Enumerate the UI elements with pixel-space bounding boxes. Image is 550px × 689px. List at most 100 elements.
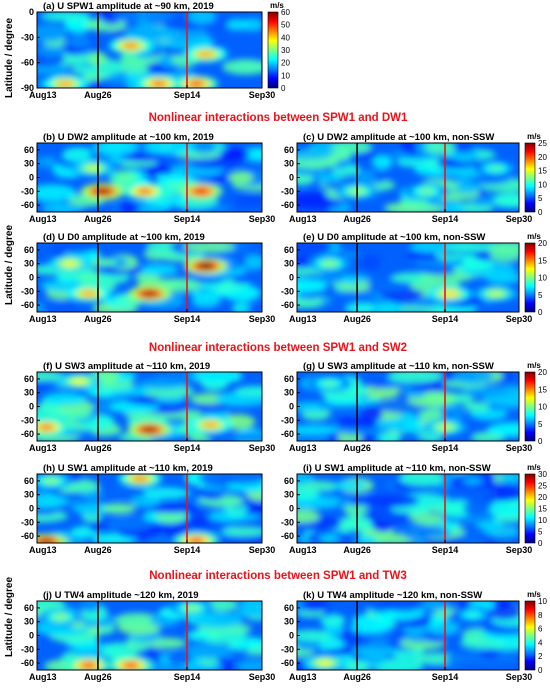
x-tick-a-1: Aug26 (84, 90, 112, 100)
heatmap-cell (37, 23, 68, 43)
y-tick-b-0: -60 (21, 200, 34, 210)
feature-core-j-0 (80, 661, 97, 669)
heatmap-cell (187, 12, 216, 24)
section-titles: Nonlinear interactions between SPW1 and … (149, 112, 408, 582)
x-tick-f-1: Aug26 (84, 443, 112, 453)
y-tick-g-4: 60 (284, 374, 294, 384)
feature-core-e-1 (321, 260, 338, 268)
y-tick-k-4: 60 (284, 603, 294, 613)
heatmap-cell (330, 143, 373, 154)
x-tick-j-2: Sep14 (174, 672, 201, 682)
panel-title-b: (b) U DW2 amplitude at ~100 km, 2019 (43, 132, 214, 143)
x-tick-i-1: Aug26 (343, 545, 371, 555)
x-tick-c-2: Sep14 (432, 214, 459, 224)
heatmap-cell (124, 24, 176, 42)
feature-core-k-1 (464, 611, 481, 619)
x-tick-f-0: Aug13 (29, 443, 57, 453)
y-tick-b-3: 30 (24, 159, 34, 169)
panel-title-d: (d) U D0 amplitude at ~100 km, 2019 (43, 232, 205, 243)
x-tick-h-0: Aug13 (29, 545, 57, 555)
y-tick-d-3: 30 (24, 259, 34, 269)
feature-core-e-2 (487, 290, 504, 298)
y-tick-i-0: -60 (281, 531, 294, 541)
feature-core-j-3 (52, 613, 69, 621)
y-tick-f-1: -30 (21, 415, 34, 425)
colorbar-tick-e-3: 15 (538, 256, 547, 265)
panel-title-f: (f) U SW3 amplitude at ~110 km, 2019 (43, 361, 210, 372)
feature-core-f-0 (141, 426, 158, 433)
y-tick-g-0: -60 (281, 429, 294, 439)
x-tick-d-2: Sep14 (174, 314, 201, 324)
feature-core-h-1 (188, 537, 205, 543)
heatmap-cell (144, 503, 198, 514)
feature-core-b-3 (85, 164, 102, 172)
feature-core-h-2 (132, 475, 149, 483)
heatmap-cell (378, 601, 425, 612)
y-tick-k-1: -30 (281, 644, 294, 654)
x-tick-a-0: Aug13 (29, 90, 57, 100)
feature-core-i-0 (321, 534, 338, 542)
y-tick-g-3: 30 (284, 388, 294, 398)
heatmap-cell (99, 487, 147, 499)
feature-core-f-3 (71, 377, 88, 385)
y-tick-i-1: -30 (281, 517, 294, 527)
heatmap-cell (333, 480, 368, 491)
colorbar-tick-k-3: 6 (538, 625, 543, 634)
x-tick-j-1: Aug26 (84, 672, 112, 682)
heatmap-cell (318, 401, 364, 412)
feature-core-d-0 (197, 262, 214, 270)
heatmap-cell (368, 378, 390, 389)
y-tick-h-2: 0 (29, 504, 34, 514)
heatmap-cell (226, 18, 250, 31)
y-tick-h-1: -30 (21, 517, 34, 527)
y-tick-b-1: -30 (21, 186, 34, 196)
panel-title-a: (a) U SPW1 amplitude at ~90 km, 2019 (43, 1, 214, 12)
panel-title-j: (j) U TW4 amplitude ~120 km, 2019 (43, 590, 198, 601)
x-tick-k-1: Aug26 (343, 672, 371, 682)
heatmap-cell (118, 202, 140, 212)
x-tick-g-0: Aug13 (289, 443, 317, 453)
feature-core-d-1 (141, 290, 158, 298)
heatmap-cell (319, 614, 346, 627)
heatmap-cell (222, 526, 262, 537)
colorbar-tick-k-5: 10 (538, 597, 547, 606)
heatmap-cell (222, 59, 262, 75)
x-tick-k-0: Aug13 (289, 672, 317, 682)
y-tick-c-3: 30 (284, 159, 294, 169)
colorbar-tick-k-4: 8 (538, 611, 543, 620)
y-tick-c-1: -30 (281, 186, 294, 196)
heatmap-cell (424, 143, 456, 155)
x-tick-a-2: Sep14 (174, 90, 201, 100)
x-tick-i-2: Sep14 (432, 545, 459, 555)
colorbar-unit-g: m/s (527, 361, 541, 370)
colorbar-unit-a: m/s (270, 1, 284, 10)
y-tick-k-0: -60 (281, 658, 294, 668)
y-tick-d-2: 0 (29, 273, 34, 283)
y-tick-h-3: 30 (24, 490, 34, 500)
heatmap-cell (51, 243, 98, 255)
x-tick-f-3: Sep30 (249, 443, 276, 453)
x-tick-b-3: Sep30 (249, 214, 276, 224)
feature-core-b-2 (193, 187, 210, 195)
y-tick-f-4: 60 (24, 374, 34, 384)
colorbar-unit-k: m/s (527, 590, 541, 599)
heatmap-cell (400, 523, 434, 540)
x-tick-g-1: Aug26 (343, 443, 371, 453)
colorbar-tick-i-5: 25 (538, 482, 547, 491)
x-tick-h-3: Sep30 (249, 545, 276, 555)
x-tick-j-0: Aug13 (29, 672, 57, 682)
heatmap-cell (232, 194, 262, 207)
colorbar-unit-c: m/s (527, 132, 541, 141)
x-tick-k-3: Sep30 (506, 672, 533, 682)
heatmap-cell (498, 474, 519, 483)
heatmap-cell (62, 147, 96, 162)
y-tick-e-1: -30 (281, 286, 294, 296)
ylabel-d: Latitude / degree (4, 225, 15, 305)
feature-core-d-3 (61, 260, 78, 268)
heatmap-cell (191, 143, 217, 154)
colorbar-tick-g-3: 15 (538, 385, 547, 394)
y-tick-e-0: -60 (281, 300, 294, 310)
heatmap-cell (462, 384, 509, 398)
heatmap-cell (141, 12, 174, 23)
x-tick-d-0: Aug13 (29, 314, 57, 324)
